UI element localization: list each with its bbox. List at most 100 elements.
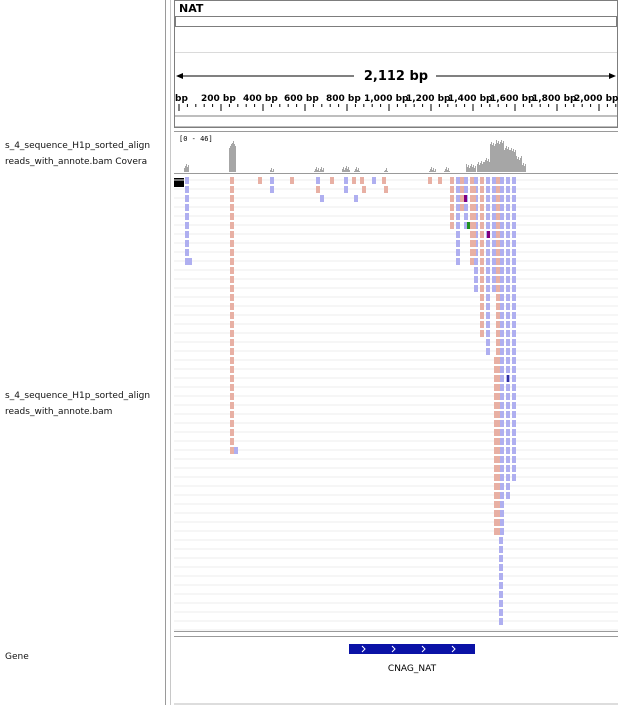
coverage-track-name-line1[interactable]: s_4_sequence_H1p_sorted_align [5, 141, 151, 151]
forward-read [496, 285, 500, 292]
reverse-read [512, 384, 516, 391]
reverse-read [512, 474, 516, 481]
reverse-read [492, 186, 496, 193]
coverage-bar [271, 168, 272, 172]
forward-read [230, 258, 234, 265]
reverse-read [499, 600, 503, 607]
reverse-read [512, 231, 516, 238]
reverse-read [500, 393, 504, 400]
forward-read [496, 303, 500, 310]
ruler-tick-label: 1,400 bp [448, 94, 493, 104]
coverage-bar [471, 164, 472, 172]
reverse-read [464, 186, 468, 193]
ideogram-spacer [175, 27, 617, 53]
forward-read [230, 384, 234, 391]
reverse-read [512, 213, 516, 220]
ruler-tick-label: 600 bp [284, 94, 319, 104]
ruler-ticks [174, 104, 618, 128]
coverage-bar [385, 170, 386, 172]
reverse-read [492, 195, 496, 202]
reverse-read [372, 177, 376, 184]
forward-read [330, 177, 334, 184]
reverse-read [486, 258, 490, 265]
coverage-bar [445, 169, 446, 172]
forward-read [480, 303, 484, 310]
gene-track[interactable]: CNAG_NAT [174, 636, 618, 705]
forward-read [494, 510, 498, 517]
reverse-read [512, 249, 516, 256]
reverse-read [486, 285, 490, 292]
reverse-read [456, 213, 460, 220]
coverage-bar [233, 141, 234, 172]
reverse-read [500, 339, 504, 346]
forward-read [230, 366, 234, 373]
alignment-track[interactable] [174, 174, 618, 632]
forward-read [480, 204, 484, 211]
reverse-read [512, 402, 516, 409]
chromosome-ideogram[interactable] [175, 16, 617, 27]
forward-read [480, 186, 484, 193]
forward-read [472, 249, 476, 256]
ruler-tick-label: 1,000 bp [364, 94, 409, 104]
reverse-read [486, 321, 490, 328]
coverage-bar [444, 171, 445, 172]
reverse-read [344, 177, 348, 184]
reverse-read [506, 222, 510, 229]
reverse-read [185, 186, 189, 193]
forward-read [450, 222, 454, 229]
forward-read [438, 177, 442, 184]
forward-read [450, 186, 454, 193]
forward-read [230, 402, 234, 409]
reverse-read [506, 186, 510, 193]
reverse-read [500, 483, 504, 490]
coverage-bar [433, 168, 434, 172]
name-panel-divider[interactable] [165, 0, 166, 705]
reverse-read [492, 213, 496, 220]
coverage-bar [386, 168, 387, 172]
insertion-marker [507, 375, 509, 382]
forward-read [494, 483, 498, 490]
reverse-read [456, 258, 460, 265]
gene-track-name[interactable]: Gene [5, 652, 29, 662]
coverage-bar [314, 171, 315, 172]
coverage-bar [519, 160, 520, 172]
coverage-bar [493, 143, 494, 172]
gene-exon [349, 644, 475, 654]
reverse-read [500, 330, 504, 337]
reverse-read [486, 222, 490, 229]
coverage-bar [511, 148, 512, 172]
coverage-bar [479, 165, 480, 172]
alignment-track-name-line1[interactable]: s_4_sequence_H1p_sorted_align [5, 391, 151, 401]
forward-read [230, 447, 234, 454]
gene-feature[interactable] [174, 637, 618, 705]
reverse-read [506, 330, 510, 337]
forward-read [230, 195, 234, 202]
reverse-read [344, 186, 348, 193]
coverage-track-name-line2[interactable]: reads_with_annote.bam Covera [5, 157, 148, 167]
reverse-read [512, 420, 516, 427]
coverage-bar [467, 167, 468, 172]
forward-read [480, 231, 484, 238]
reverse-read [492, 177, 496, 184]
mismatch-marker [467, 222, 470, 229]
reverse-read [486, 195, 490, 202]
coverage-bar [484, 162, 485, 172]
forward-read [472, 213, 476, 220]
coverage-bar [515, 150, 516, 172]
coverage-track[interactable]: [0 - 46] [174, 131, 618, 174]
reverse-read [492, 285, 496, 292]
alignment-track-name-line2[interactable]: reads_with_annote.bam [5, 407, 113, 417]
forward-read [230, 375, 234, 382]
forward-read [494, 519, 498, 526]
coverage-bar [482, 164, 483, 172]
forward-read [230, 276, 234, 283]
coverage-bar [525, 164, 526, 172]
coverage-bar [347, 169, 348, 172]
reverse-read [492, 222, 496, 229]
forward-read [480, 249, 484, 256]
coverage-bar [522, 165, 523, 172]
forward-read [428, 177, 432, 184]
coverage-bar [231, 144, 232, 172]
reverse-read [486, 330, 490, 337]
ruler-tick-label: 1,800 bp [532, 94, 577, 104]
